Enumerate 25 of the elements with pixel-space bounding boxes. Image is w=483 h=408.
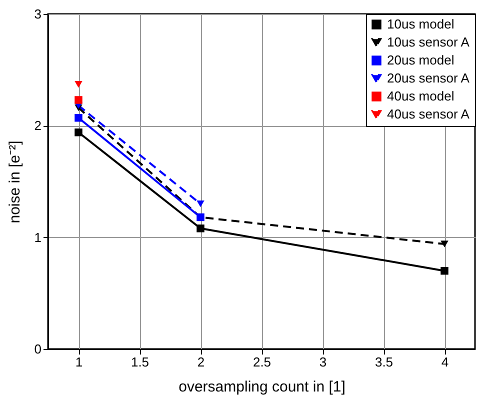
legend-label: 20us model [387,52,454,68]
point [74,128,82,136]
legend-label: 10us sensor A [387,34,470,50]
point [196,224,204,232]
y-tick-label: 3 [34,6,42,22]
y-tick-label: 2 [34,118,42,134]
x-tick-label: 2.5 [252,354,272,370]
x-tick-label: 3 [319,354,327,370]
y-tick-label: 1 [34,230,42,245]
legend-label: 10us model [387,16,454,32]
x-tick-label: 1.5 [130,354,150,370]
x-tick-label: 4 [441,354,449,370]
x-tick-label: 1 [75,354,83,370]
legend-label: 20us sensor A [387,70,470,86]
point [74,80,82,88]
point [74,96,82,104]
x-tick-label: 3.5 [374,354,394,370]
x-tick-label: 2 [197,354,205,370]
point [74,114,82,122]
y-axis-title: noise in [e⁻²] [6,140,24,224]
point [440,266,448,275]
y-tick-label: 0 [34,342,42,356]
x-axis-title: oversampling count in [1] [178,378,346,396]
legend-label: 40us model [387,88,454,104]
legend-label: 40us sensor A [387,106,470,122]
